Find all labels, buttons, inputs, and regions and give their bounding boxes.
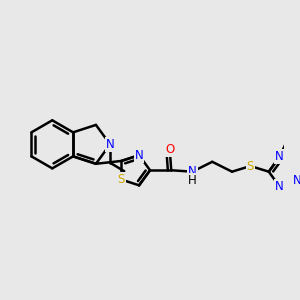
Text: N: N (135, 149, 143, 162)
Text: N: N (275, 150, 284, 163)
Text: N: N (275, 180, 284, 193)
Text: N: N (188, 165, 197, 178)
Text: S: S (118, 173, 125, 186)
Text: S: S (247, 160, 254, 172)
Text: N: N (106, 138, 114, 151)
Text: O: O (165, 142, 174, 156)
Text: H: H (188, 174, 197, 187)
Text: N: N (293, 175, 300, 188)
